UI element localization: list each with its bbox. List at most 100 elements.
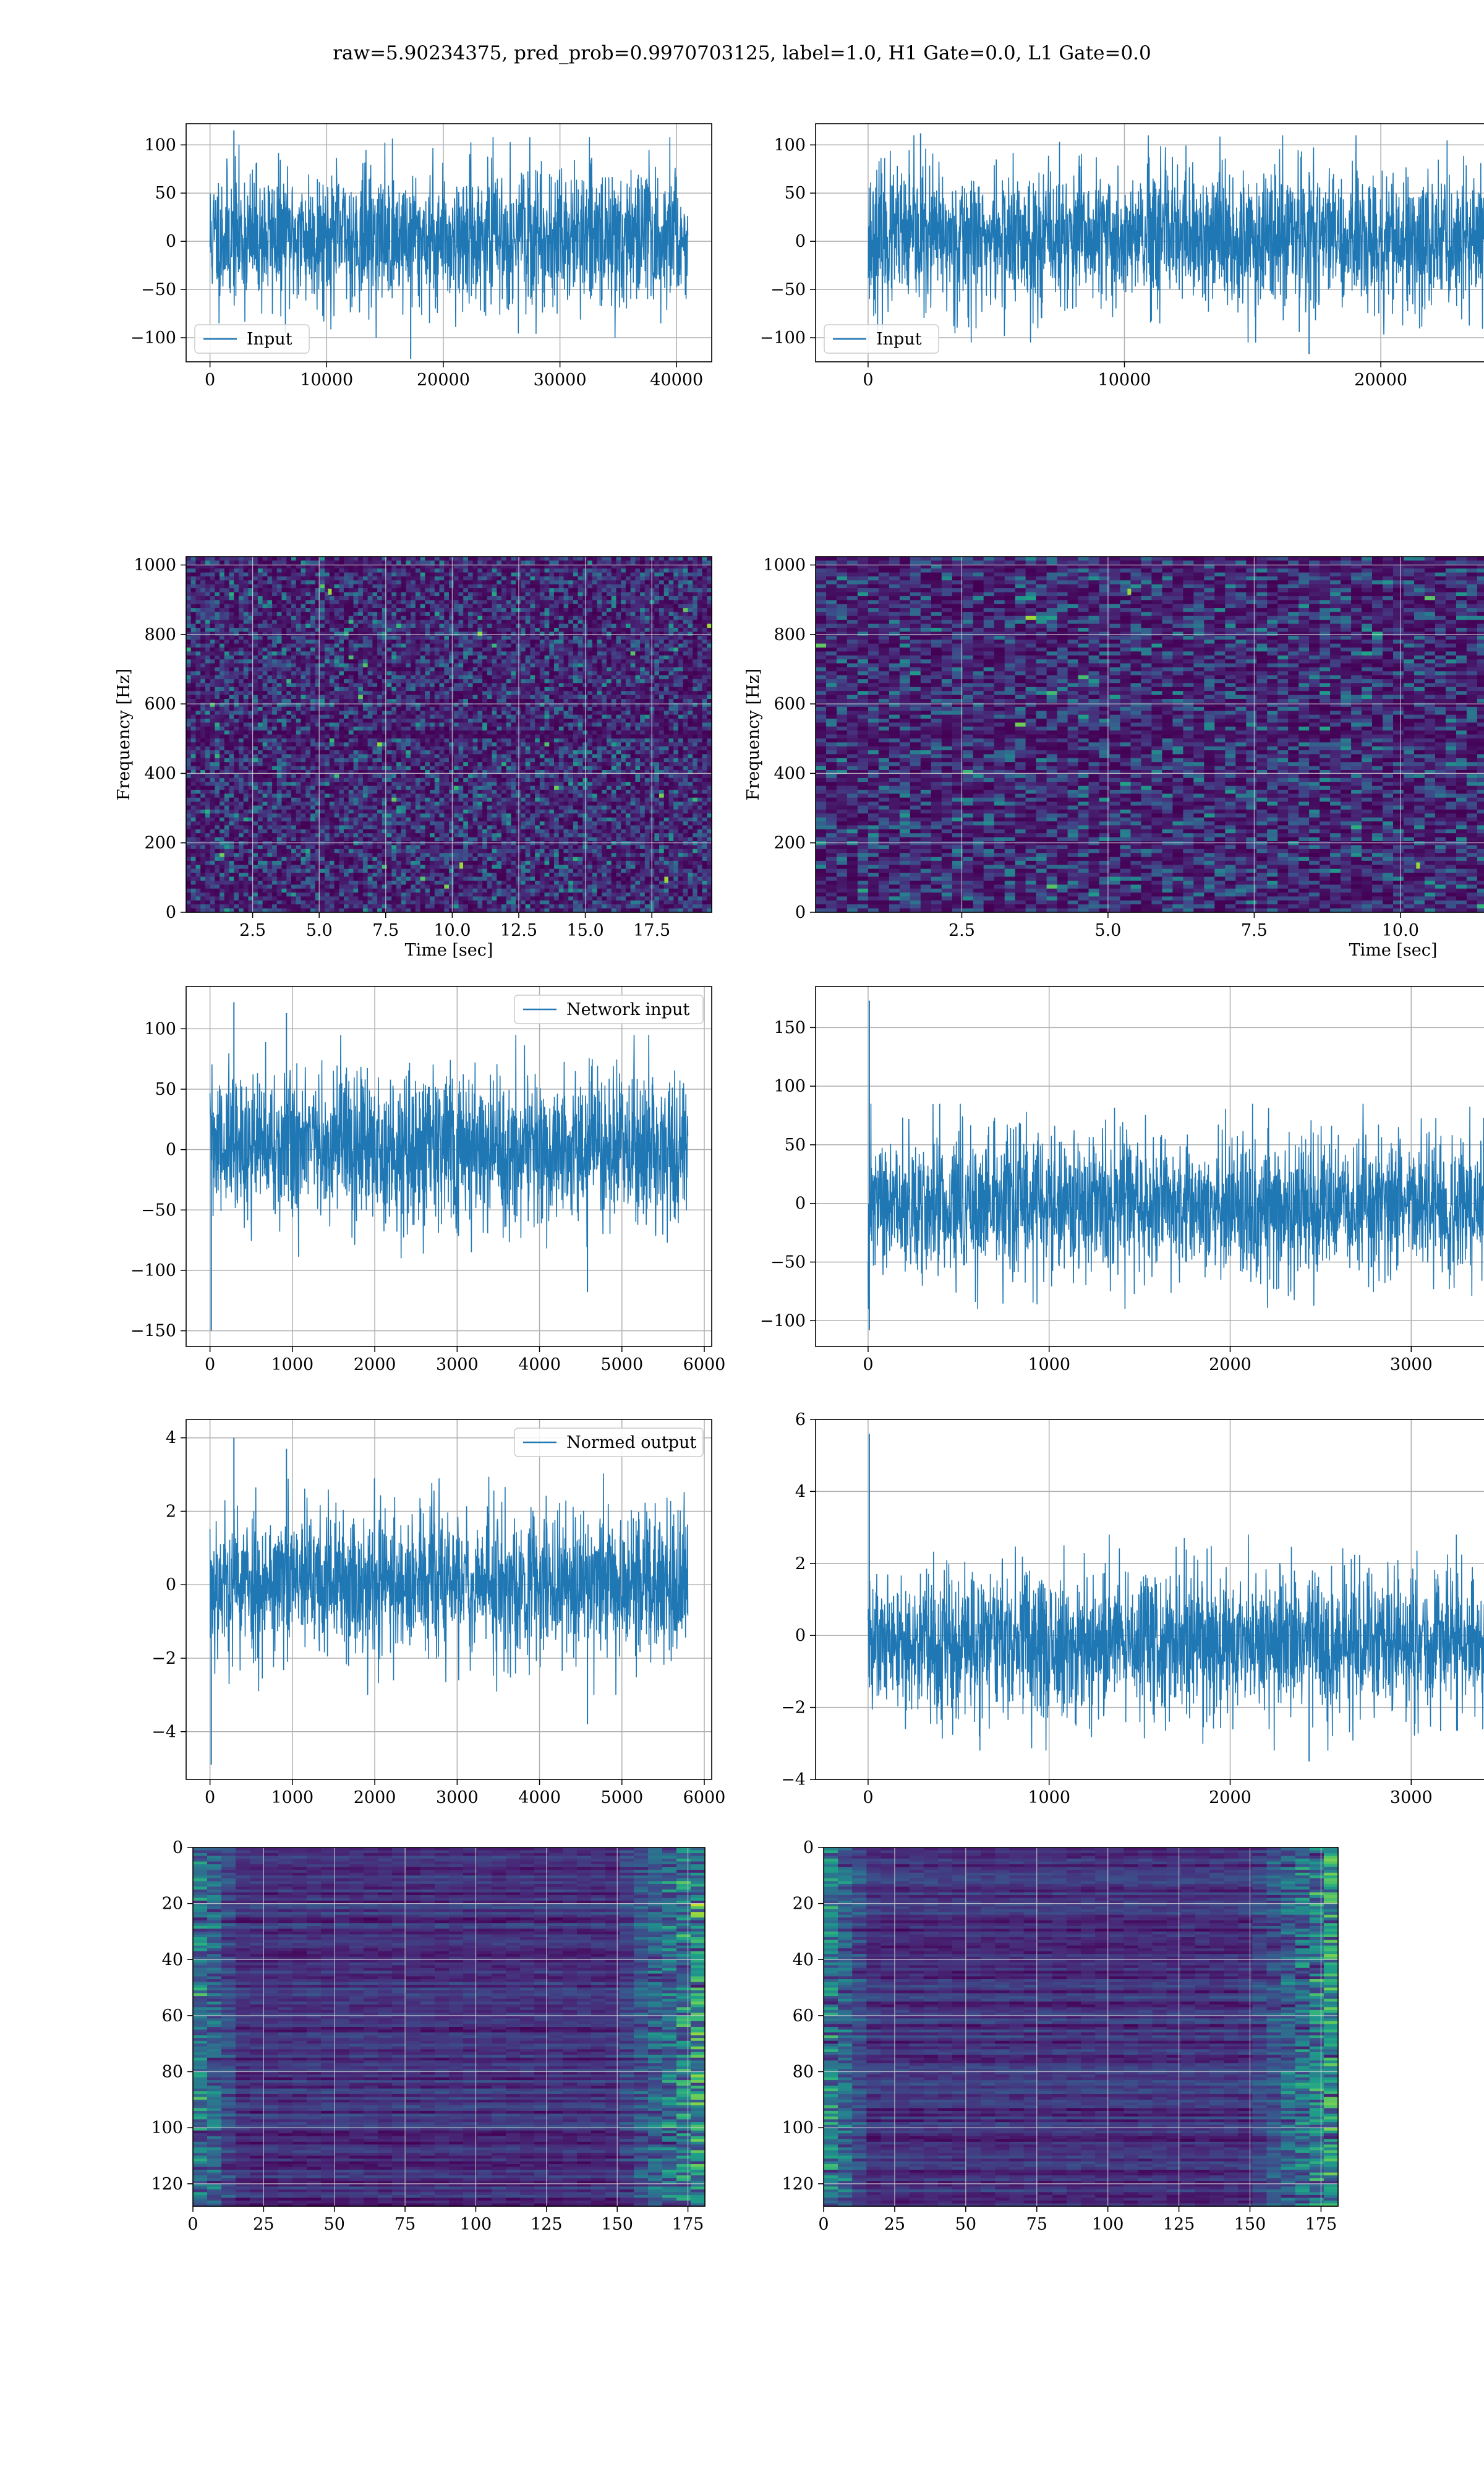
heatmap-cell <box>330 616 335 620</box>
heatmap-cell <box>592 648 597 652</box>
heatmap-cell <box>654 695 659 700</box>
heatmap-cell <box>344 679 349 683</box>
heatmap-cell <box>459 628 464 632</box>
heatmap-cell <box>215 651 220 656</box>
heatmap-cell <box>568 675 573 680</box>
heatmap-cell <box>349 691 354 695</box>
heatmap-cell <box>305 648 310 652</box>
heatmap-cell <box>296 576 301 581</box>
heatmap-cell <box>358 576 363 581</box>
heatmap-cell <box>683 711 688 715</box>
heatmap-cell <box>673 699 678 703</box>
heatmap-cell <box>545 699 550 703</box>
heatmap-cell <box>391 631 396 636</box>
heatmap-cell <box>263 568 268 573</box>
heatmap-cell <box>396 576 401 581</box>
heatmap-cell <box>253 644 258 648</box>
heatmap-cell <box>291 576 296 581</box>
heatmap-cell <box>196 604 201 609</box>
heatmap-cell <box>545 675 550 680</box>
heatmap-cell <box>683 695 688 700</box>
heatmap-cell <box>335 596 339 601</box>
heatmap-cell <box>440 667 445 672</box>
heatmap-cell <box>602 584 607 589</box>
heatmap-cell <box>688 593 693 597</box>
heatmap-cell <box>258 600 263 604</box>
heatmap-cell <box>234 588 239 593</box>
heatmap-cell <box>391 608 396 612</box>
heatmap-cell <box>229 687 234 691</box>
heatmap-cell <box>200 671 205 675</box>
heatmap-cell <box>554 604 559 609</box>
heatmap-cell <box>263 711 268 715</box>
heatmap-cell <box>186 616 191 620</box>
heatmap-cell <box>310 644 315 648</box>
heatmap-cell <box>205 584 210 589</box>
heatmap-cell <box>626 683 631 687</box>
heatmap-cell <box>477 695 482 700</box>
heatmap-cell <box>626 659 631 664</box>
heatmap-cell <box>196 648 201 652</box>
heatmap-cell <box>607 620 612 624</box>
heatmap-cell <box>354 711 359 715</box>
heatmap-cell <box>220 596 224 601</box>
heatmap-cell <box>420 711 425 715</box>
heatmap-cell <box>664 588 669 593</box>
heatmap-cell <box>286 631 291 636</box>
heatmap-cell <box>387 695 392 700</box>
heatmap-cell <box>597 651 602 656</box>
heatmap-cell <box>626 608 631 612</box>
heatmap-cell <box>330 604 335 609</box>
heatmap-cell <box>411 568 416 573</box>
heatmap-cell <box>416 727 420 731</box>
heatmap-cell <box>440 707 445 711</box>
heatmap-cell <box>372 730 377 735</box>
heatmap-cell <box>310 671 315 675</box>
heatmap-cell <box>220 679 224 683</box>
heatmap-cell <box>210 695 215 700</box>
heatmap-cell <box>645 703 650 707</box>
heatmap-cell <box>444 644 449 648</box>
heatmap-cell <box>612 648 616 652</box>
heatmap-cell <box>487 640 492 644</box>
heatmap-cell <box>573 593 578 597</box>
heatmap-cell <box>702 699 707 703</box>
heatmap-cell <box>702 628 707 632</box>
heatmap-cell <box>607 651 612 656</box>
heatmap-cell <box>516 730 521 735</box>
heatmap-cell <box>477 612 482 616</box>
heatmap-cell <box>616 644 621 648</box>
heatmap-cell <box>645 711 650 715</box>
heatmap-cell <box>626 593 631 597</box>
heatmap-cell <box>277 656 282 660</box>
heatmap-cell <box>339 687 344 691</box>
heatmap-cell <box>511 695 516 700</box>
heatmap-cell <box>497 656 501 660</box>
heatmap-cell <box>339 703 344 707</box>
heatmap-cell <box>659 584 664 589</box>
heatmap-cell <box>444 604 449 609</box>
heatmap-cell <box>664 667 669 672</box>
heatmap-cell <box>463 596 468 601</box>
heatmap-cell <box>526 560 531 565</box>
heatmap-cell <box>578 699 583 703</box>
heatmap-cell <box>200 560 205 565</box>
heatmap-cell <box>492 675 497 680</box>
heatmap-cell <box>320 584 325 589</box>
heatmap-cell <box>310 560 315 565</box>
heatmap-cell <box>277 707 282 711</box>
heatmap-cell <box>468 612 473 616</box>
heatmap-cell <box>526 584 531 589</box>
heatmap-cell <box>616 624 621 628</box>
heatmap-cell <box>349 616 354 620</box>
heatmap-cell <box>487 576 492 581</box>
heatmap-cell <box>430 616 435 620</box>
heatmap-cell <box>521 593 526 597</box>
heatmap-cell <box>435 557 440 561</box>
heatmap-cell <box>210 593 215 597</box>
heatmap-cell <box>516 580 521 584</box>
heatmap-cell <box>568 568 573 573</box>
heatmap-cell <box>621 568 626 573</box>
heatmap-cell <box>697 722 702 727</box>
heatmap-cell <box>425 683 430 687</box>
